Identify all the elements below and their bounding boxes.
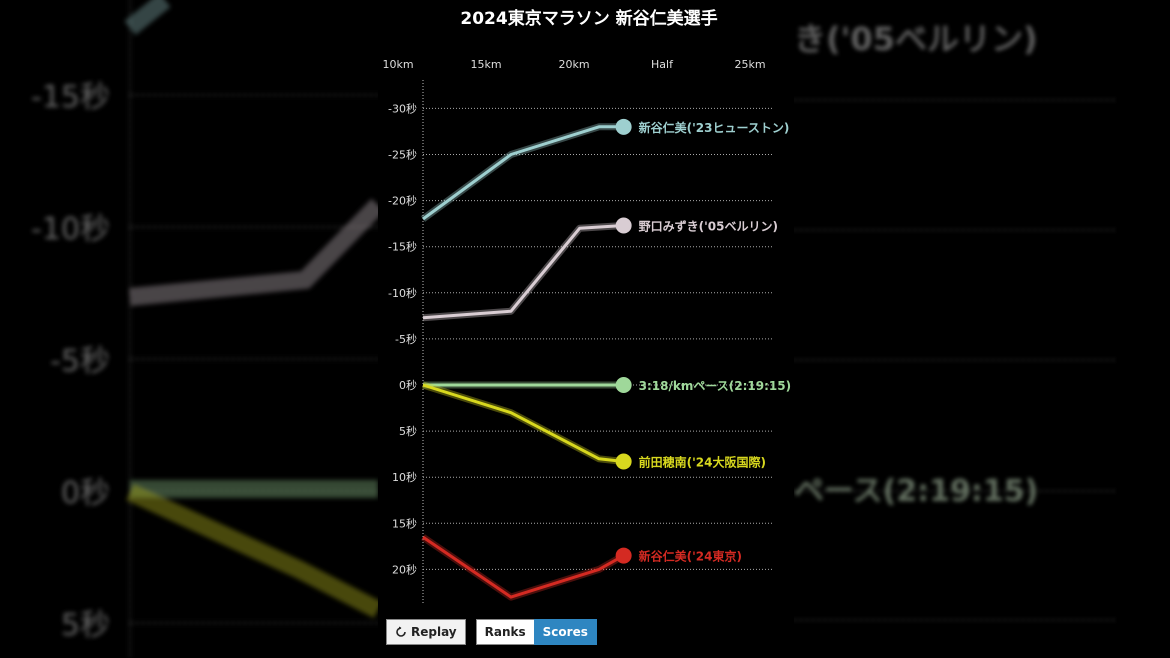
series-line bbox=[422, 125, 624, 221]
y-tick-label: 0秒 bbox=[399, 378, 417, 392]
series-label: 野口みずき('05ベルリン) bbox=[639, 218, 778, 233]
chart-panel: 2024東京マラソン 新谷仁美選手 10km 15km 20km Half 25km -3… bbox=[378, 0, 794, 658]
y-tick-label: -15秒 bbox=[388, 240, 417, 254]
series-end-marker bbox=[615, 118, 632, 135]
series-end-marker bbox=[615, 377, 632, 393]
chart-controls: Replay Ranks Scores bbox=[386, 619, 597, 645]
x-tick-label: 25km bbox=[734, 58, 765, 71]
x-tick-label: 10km bbox=[382, 58, 413, 71]
y-tick-label: 5秒 bbox=[399, 424, 417, 438]
background-echo-right-svg: き('05ベルリン) ペース(2:19:15) bbox=[794, 20, 1116, 621]
series-line-glow bbox=[422, 222, 624, 322]
y-tick-label: 20秒 bbox=[392, 562, 417, 576]
series-label: 新谷仁美('23ヒューストン) bbox=[639, 120, 790, 135]
series-line-glow bbox=[420, 123, 624, 222]
replay-icon bbox=[396, 626, 406, 637]
background-echo-left-svg: -15秒 -10秒 -5秒 0秒 5秒 bbox=[31, 0, 378, 658]
chart-title: 2024東京マラソン 新谷仁美選手 bbox=[460, 8, 717, 29]
series-end-marker bbox=[615, 217, 632, 234]
bg-y-label: 5秒 bbox=[61, 608, 110, 643]
background-echo-left: -15秒 -10秒 -5秒 0秒 5秒 bbox=[0, 0, 378, 658]
ranks-scores-toggle: Ranks Scores bbox=[475, 619, 597, 645]
bg-y-label: -5秒 bbox=[50, 344, 110, 379]
x-tick-label: Half bbox=[651, 58, 674, 71]
y-tick-label: -5秒 bbox=[395, 332, 417, 346]
y-tick-label: -30秒 bbox=[388, 101, 417, 115]
series-line-glow bbox=[421, 381, 624, 465]
scores-button[interactable]: Scores bbox=[533, 619, 597, 645]
bg-y-label: 0秒 bbox=[61, 476, 110, 511]
series-line-glow bbox=[421, 534, 626, 601]
y-tick-label: -20秒 bbox=[388, 194, 417, 208]
bg-series-line bbox=[124, 0, 171, 36]
y-tick-label: 10秒 bbox=[392, 470, 417, 484]
series-line bbox=[422, 383, 624, 463]
y-tick-label: -10秒 bbox=[388, 286, 417, 300]
series-line bbox=[422, 224, 624, 320]
x-tick-label: 20km bbox=[558, 58, 589, 71]
y-tick-label: -25秒 bbox=[388, 148, 417, 162]
series-line bbox=[422, 535, 625, 599]
background-echo-right: き('05ベルリン) ペース(2:19:15) bbox=[794, 0, 1170, 658]
bg-y-label: -15秒 bbox=[31, 80, 110, 115]
series-end-marker bbox=[615, 453, 632, 470]
bg-series-line bbox=[126, 483, 378, 619]
bg-right-text: き('05ベルリン) bbox=[794, 20, 1038, 58]
series-label: 新谷仁美('24東京) bbox=[639, 549, 742, 564]
series-end-marker bbox=[615, 547, 632, 564]
line-chart: 2024東京マラソン 新谷仁美選手 10km 15km 20km Half 25km -3… bbox=[382, 8, 791, 604]
bg-y-label: -10秒 bbox=[31, 212, 110, 247]
bg-right-text: ペース(2:19:15) bbox=[794, 474, 1038, 509]
x-tick-label: 15km bbox=[470, 58, 501, 71]
series-label: 前田穂南('24大阪国際) bbox=[639, 455, 766, 470]
ranks-button[interactable]: Ranks bbox=[475, 619, 534, 645]
bg-series-line bbox=[129, 198, 378, 306]
y-tick-label: 15秒 bbox=[392, 516, 417, 530]
replay-button[interactable]: Replay bbox=[386, 619, 466, 645]
replay-label: Replay bbox=[411, 625, 457, 639]
series-label: 3:18/kmペース(2:19:15) bbox=[639, 379, 791, 393]
